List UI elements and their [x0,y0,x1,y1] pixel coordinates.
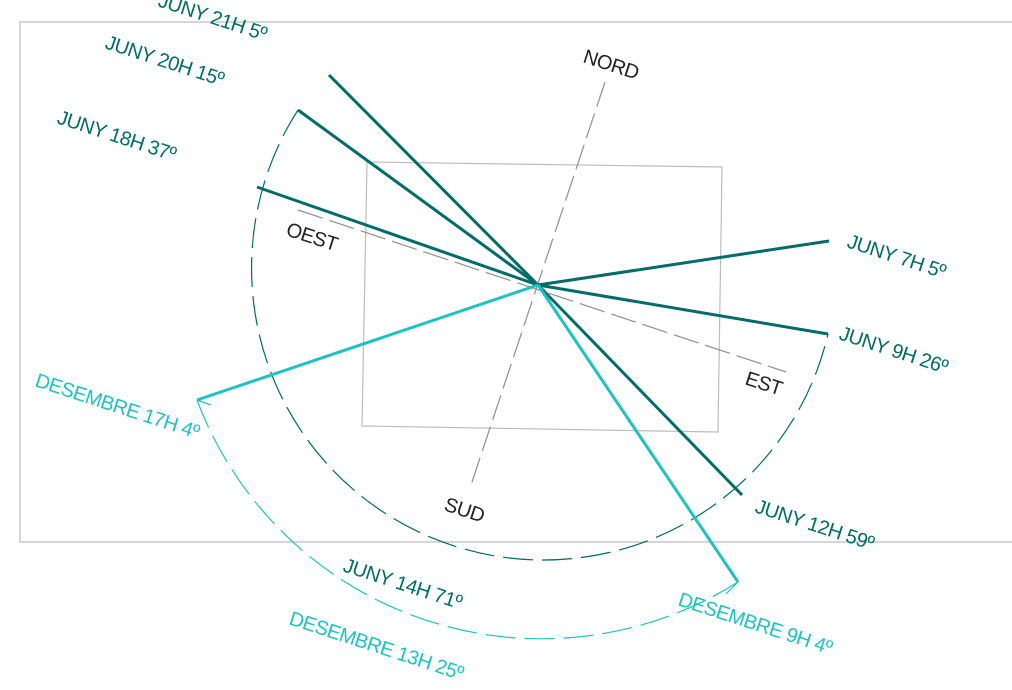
ray-junio-12h [536,283,744,497]
ray-label-junio-20h: JUNY 20H 15º [102,32,227,91]
ray-label-junio-7h: JUNY 7H 5º [844,231,949,284]
ray-label-junio-14h: JUNY 14H 71º [340,555,465,614]
ray-label-junio-21h: JUNY 21H 5º [155,0,270,46]
compass-label-north: NORD [580,46,641,85]
east-west-axis [297,209,787,373]
ray-label-junio-9h: JUNY 9H 26º [836,323,951,379]
december-arc-tick-right [725,581,739,595]
building-footprint [361,161,723,433]
site-boundary [19,21,1012,543]
compass-label-east: EST [742,368,785,401]
ray-desembre-17h [196,283,539,402]
ray-label-desembre-9h: DESEMBRE 9H 4º [675,589,835,660]
december-arc-tick-left [196,399,212,406]
ray-junio-9h [537,283,829,336]
ray-junio-7h [537,239,830,287]
compass-label-west: OEST [283,219,340,256]
december-arc [196,399,739,640]
ray-label-junio-18h: JUNY 18H 37º [54,107,179,166]
ray-label-junio-12h: JUNY 12H 59º [752,496,877,555]
ray-junio-20h [297,108,539,287]
ray-desembre-9h [536,284,740,583]
ray-junio-21h [327,73,540,287]
ray-label-desembre-13h: DESEMBRE 13H 25º [286,608,467,685]
ray-junio-18h [256,185,539,287]
compass-label-south: SUD [441,494,487,528]
june-arc [250,109,829,561]
ray-label-desembre-17h: DESEMBRE 17H 4º [32,370,203,444]
